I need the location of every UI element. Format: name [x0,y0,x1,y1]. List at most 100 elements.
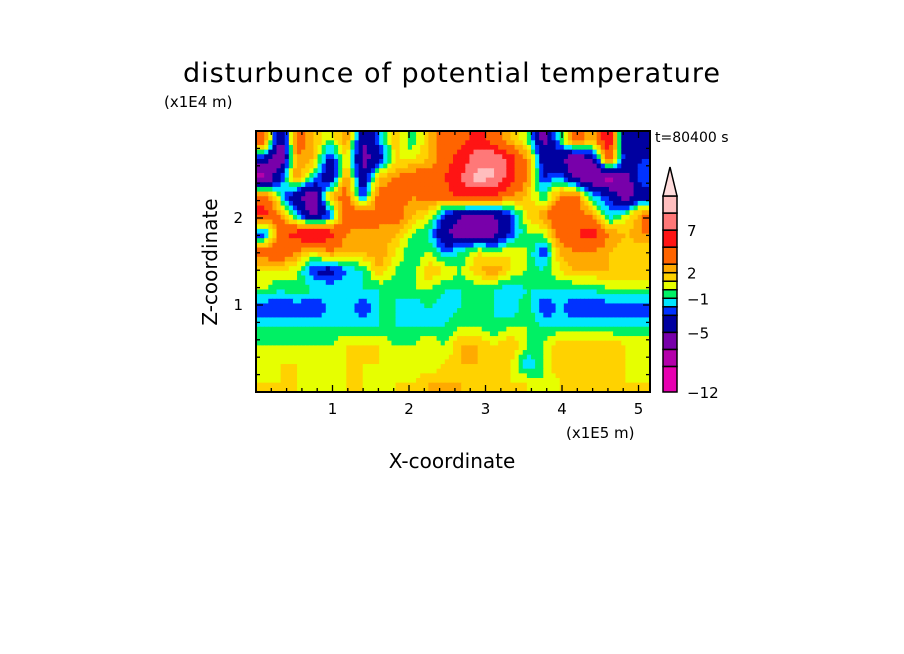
heatmap-cell [641,322,647,328]
heatmap-cell [629,336,635,342]
heatmap-cell [370,247,376,253]
heatmap-cell [321,214,327,221]
heatmap-cell [539,256,544,263]
heatmap-cell [535,336,540,342]
heatmap-cell [288,336,294,342]
heatmap-cell [547,191,553,197]
heatmap-cell [387,326,393,333]
heatmap-cell [375,303,380,309]
heatmap-cell [543,298,548,305]
heatmap-cell [489,168,495,174]
heatmap-cell [428,172,434,179]
heatmap-cell [280,303,286,309]
heatmap-cell [292,210,298,216]
heatmap-cell [469,242,475,249]
heatmap-cell [506,284,512,291]
heatmap-cell [284,270,290,277]
heatmap-cell [576,191,581,197]
heatmap-cell [383,238,388,244]
heatmap-cell [453,168,458,174]
heatmap-cell [621,256,626,263]
heatmap-cell [354,252,360,258]
heatmap-cell [526,140,532,146]
heatmap-cell [621,284,626,291]
heatmap-cell [280,154,286,160]
heatmap-cell [436,256,442,263]
heatmap-cell [370,298,376,305]
heatmap-cell [440,326,446,333]
heatmap-cell [596,354,602,360]
heatmap-cell [317,158,323,165]
heatmap-cell [473,275,479,281]
heatmap-cell [469,191,475,197]
heatmap-cell [444,238,450,244]
heatmap-cell [457,350,462,356]
heatmap-cell [596,294,602,300]
heatmap-cell [272,149,278,155]
heatmap-cell [572,163,577,169]
heatmap-cell [399,144,405,151]
heatmap-cell [522,294,528,300]
heatmap-cell [608,131,614,137]
heatmap-cell [379,312,384,319]
heatmap-cell [498,289,503,295]
heatmap-cell [370,168,376,174]
heatmap-cell [313,158,319,165]
heatmap-cell [420,247,425,253]
heatmap-cell [440,242,446,249]
heatmap-cell [514,238,520,244]
heatmap-cell [494,177,499,183]
heatmap-cell [333,256,339,263]
heatmap-cell [489,186,495,193]
heatmap-cell [572,331,577,337]
heatmap-cell [502,350,507,356]
heatmap-cell [407,140,413,146]
heatmap-cell [485,172,491,179]
heatmap-cell [563,275,569,281]
heatmap-cell [268,140,274,146]
heatmap-cell [576,345,581,351]
heatmap-cell [407,359,413,365]
heatmap-cell [518,182,524,188]
heatmap-cell [596,266,602,272]
heatmap-cell [592,266,598,272]
heatmap-cell [604,177,610,183]
heatmap-cell [633,331,639,337]
heatmap-cell [358,200,364,207]
heatmap-cell [411,182,417,188]
heatmap-cell [346,172,351,179]
heatmap-cell [522,312,528,319]
heatmap-cell [543,280,548,286]
heatmap-cell [572,364,577,370]
heatmap-cell [301,149,306,155]
heatmap-cell [584,205,590,211]
heatmap-cell [375,154,380,160]
heatmap-cell [608,289,614,295]
heatmap-cell [559,140,565,146]
heatmap-cell [420,191,425,197]
heatmap-cell [268,242,274,249]
heatmap-cell [399,336,405,342]
heatmap-cell [547,256,553,263]
heatmap-cell [358,168,364,174]
heatmap-cell [453,252,458,258]
heatmap-cell [321,158,327,165]
heatmap-cell [465,135,471,141]
heatmap-cell [321,312,327,319]
heatmap-cell [477,354,483,360]
heatmap-cell [428,182,434,188]
heatmap-cell [469,280,475,286]
heatmap-cell [510,131,516,137]
heatmap-cell [563,359,569,365]
heatmap-cell [506,289,512,295]
heatmap-cell [301,238,306,244]
heatmap-cell [489,214,495,221]
heatmap-cell [288,210,294,216]
heatmap-cell [621,252,626,258]
heatmap-cell [584,317,590,323]
heatmap-cell [641,163,647,169]
heatmap-cell [489,177,495,183]
heatmap-cell [547,364,553,370]
heatmap-cell [370,280,376,286]
heatmap-cell [444,163,450,169]
